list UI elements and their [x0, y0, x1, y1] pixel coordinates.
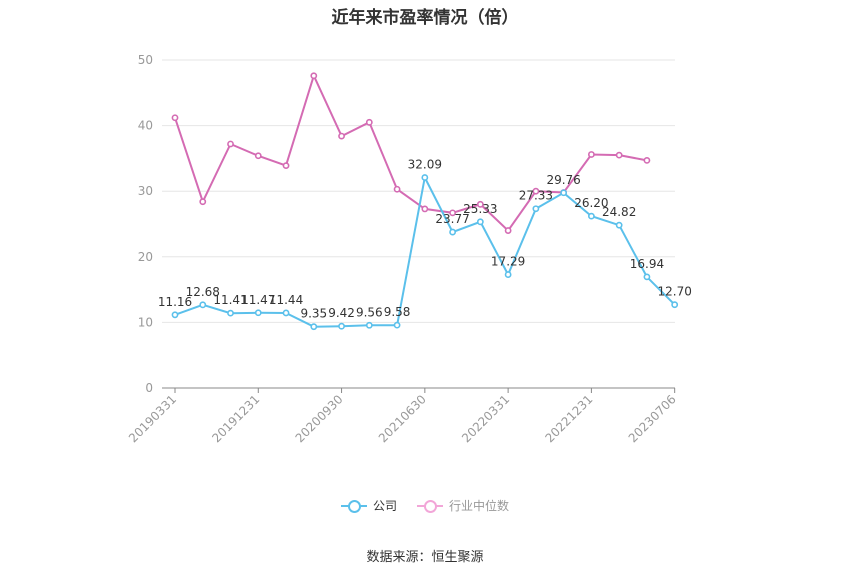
data-label: 11.41 [213, 293, 247, 307]
data-point-industry [421, 205, 429, 213]
chart-title: 近年来市盈率情况（倍） [331, 8, 519, 28]
data-label: 23.77 [435, 212, 469, 226]
x-tick-label: 20200930 [293, 392, 346, 445]
legend-industry-label: 行业中位数 [449, 499, 510, 513]
series-line-industry [174, 72, 648, 233]
data-point-industry [393, 185, 401, 193]
data-point-industry [476, 200, 484, 208]
data-point-industry [338, 132, 345, 140]
data-point-industry [504, 227, 512, 234]
y-tick-label: 50 [138, 53, 153, 67]
data-point-industry [643, 156, 651, 164]
data-point-company [338, 322, 345, 330]
data-point-company [560, 189, 568, 197]
data-label: 32.09 [408, 157, 442, 171]
data-label: 29.76 [546, 173, 580, 187]
y-tick-label: 30 [138, 184, 153, 198]
data-point-company [365, 321, 373, 329]
data-point-industry [532, 187, 540, 195]
data-point-industry [254, 152, 262, 160]
x-tick-label: 20230706 [626, 392, 679, 445]
data-label: 11.44 [269, 293, 303, 307]
data-point-company [615, 221, 623, 229]
data-point-industry [199, 198, 207, 206]
data-point-industry [171, 114, 179, 122]
y-tick-label: 10 [138, 315, 153, 329]
y-tick-label: 40 [138, 119, 153, 133]
data-label: 12.68 [186, 285, 220, 299]
data-label: 25.33 [463, 202, 497, 216]
data-point-company [393, 321, 401, 329]
data-point-company [171, 311, 179, 319]
data-point-company [449, 228, 456, 236]
data-point-company [199, 301, 207, 309]
data-label: 17.29 [491, 255, 525, 269]
data-point-industry [615, 151, 623, 159]
y-tick-label: 0 [145, 381, 153, 395]
data-point-company [282, 309, 290, 317]
data-label: 9.58 [384, 305, 411, 319]
legend-item-company[interactable]: 公司 [340, 497, 397, 514]
data-point-industry [310, 72, 318, 80]
x-tick-label: 20210630 [376, 392, 429, 445]
data-point-company [504, 271, 512, 278]
data-point-company [254, 309, 262, 317]
data-source: 数据来源：恒生聚源 [366, 550, 484, 565]
y-tick-label: 20 [138, 250, 153, 264]
x-tick-label: 20221231 [542, 392, 595, 445]
x-tick-label: 20220331 [459, 392, 512, 445]
data-label: 16.94 [630, 257, 664, 271]
data-point-company [643, 273, 651, 281]
legend-company-marker [340, 499, 367, 513]
data-point-company [532, 205, 540, 213]
data-point-company [476, 218, 484, 226]
data-label: 26.20 [574, 196, 608, 210]
data-point-industry [227, 140, 234, 148]
data-point-industry [587, 151, 595, 158]
data-label: 11.16 [158, 295, 192, 309]
legend-industry-marker [417, 499, 443, 513]
data-label: 27.33 [519, 189, 553, 203]
data-label: 12.70 [657, 285, 691, 299]
data-point-company [587, 212, 595, 220]
data-point-company [227, 309, 234, 317]
data-label: 11.47 [241, 293, 275, 307]
data-point-company [310, 323, 318, 331]
data-point-company [671, 301, 679, 309]
x-tick-label: 20191231 [209, 392, 262, 445]
data-point-industry [282, 162, 290, 170]
data-label: 9.56 [356, 305, 383, 319]
legend-item-industry[interactable]: 行业中位数 [417, 497, 509, 514]
data-point-industry [365, 118, 373, 126]
data-point-industry [449, 209, 456, 217]
legend: 公司 行业中位数 [0, 497, 850, 514]
legend-company-label: 公司 [372, 499, 397, 513]
x-tick-label: 20190331 [126, 392, 179, 445]
data-label: 24.82 [602, 205, 636, 219]
data-point-company [421, 174, 429, 181]
data-label: 9.35 [300, 307, 327, 321]
data-label: 9.42 [328, 306, 355, 320]
